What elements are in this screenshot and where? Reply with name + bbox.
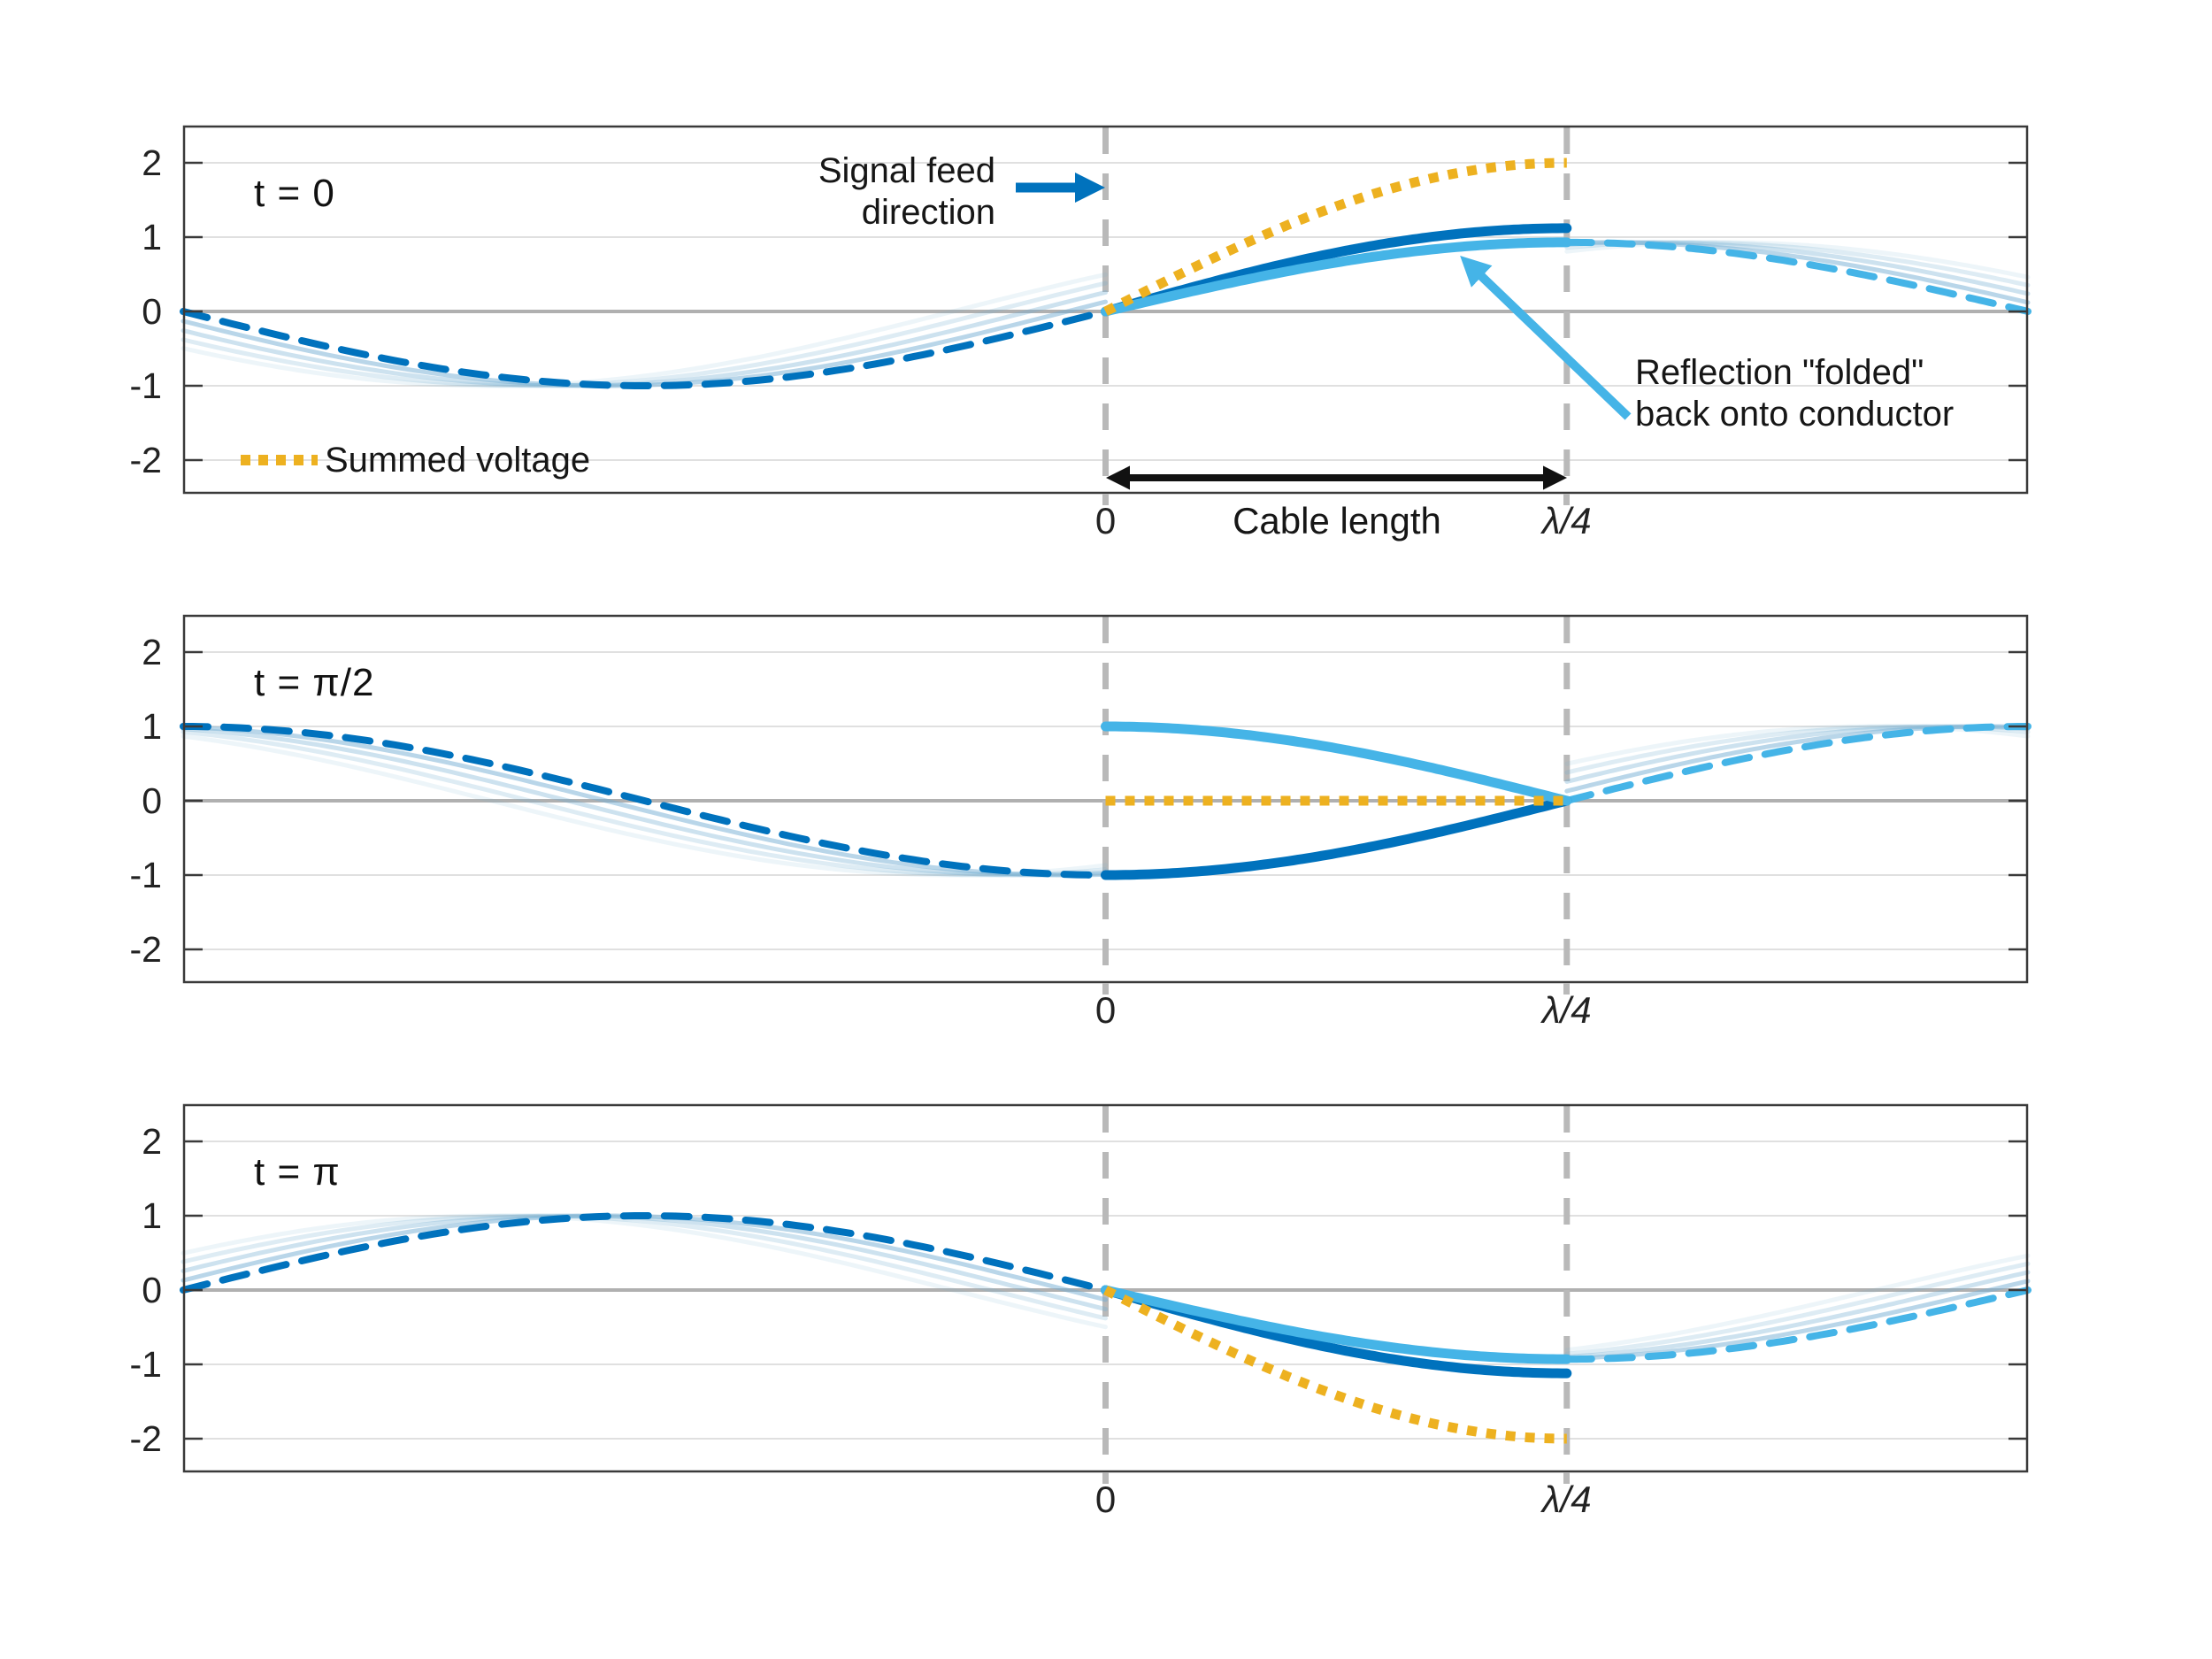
curve-incident-wave-outside-cable xyxy=(180,308,1110,389)
y-tick-label: -1 xyxy=(129,855,162,895)
plot-border xyxy=(182,614,2029,984)
y-tick-label: 2 xyxy=(142,632,162,672)
panel-title: t = 0 xyxy=(254,172,335,215)
panel-title: t = π xyxy=(254,1150,341,1194)
curve-reflected-ghost-right-4 xyxy=(1564,1253,2031,1353)
plot-area-t-pi-half xyxy=(180,614,2032,984)
curve-incident-wave-outside-cable xyxy=(180,1212,1110,1294)
y-tick-label: 0 xyxy=(142,780,162,821)
cable-length-label: Cable length xyxy=(1233,500,1441,541)
curve-reflected-ghost-right-2 xyxy=(1564,1270,2031,1359)
curve-incident-ghost-left-3 xyxy=(180,729,1108,878)
cable-boundary-tick xyxy=(1563,983,1571,995)
signal-feed-direction-label: Signal feed direction xyxy=(684,150,995,234)
panel-t-pi-half: t = π/2 2 1 0 -1 -2 0 λ/4 xyxy=(130,614,2032,1031)
y-tick-label: -2 xyxy=(129,440,162,480)
signal-feed-line2: direction xyxy=(861,193,995,232)
curve-reflected-wave-folded-in-cable xyxy=(1101,1285,1572,1364)
summed-voltage-legend-swatch xyxy=(241,455,318,465)
curve-incident-ghost-left-4 xyxy=(180,272,1108,388)
cable-boundary-tick xyxy=(1102,494,1109,505)
curve-reflected-wave-virtual-continuation xyxy=(1563,1286,2032,1363)
panel-title: t = π/2 xyxy=(254,661,375,704)
x-tick-label: 0 xyxy=(1094,1479,1117,1520)
x-tick-label: λ/4 xyxy=(1541,1479,1592,1520)
curve-reflected-ghost-right-4 xyxy=(1564,240,2031,280)
x-tick-label: 0 xyxy=(1094,500,1117,541)
curve-reflected-ghost-right-1 xyxy=(1564,1279,2031,1361)
curve-incident-ghost-left-3 xyxy=(180,280,1108,388)
curve-incident-wave-in-cable xyxy=(1101,795,1572,880)
curve-reflected-ghost-right-3 xyxy=(1564,240,2031,288)
x-tick-label: λ/4 xyxy=(1541,500,1592,541)
curve-incident-ghost-left-4 xyxy=(180,733,1108,878)
curve-reflected-wave-virtual-continuation xyxy=(1563,723,2032,804)
curve-incident-ghost-left-4 xyxy=(180,1213,1108,1330)
y-tick-label: 0 xyxy=(142,1270,162,1310)
panel-t0: t = 0 Summed voltage Signal feed directi… xyxy=(130,125,2032,541)
cable-boundary-tick xyxy=(1563,494,1571,505)
y-tick-label: -2 xyxy=(129,929,162,970)
panel-t-pi: t = π 2 1 0 -1 -2 0 λ/4 xyxy=(130,1103,2032,1520)
reflection-folded-label: Reflection "folded" back onto conductor xyxy=(1635,352,1954,435)
curve-reflected-wave-virtual-continuation xyxy=(1563,238,2032,315)
y-tick-label: 0 xyxy=(142,291,162,332)
curve-reflected-wave-folded-in-cable xyxy=(1101,721,1572,806)
reflection-line1: Reflection "folded" xyxy=(1635,353,1924,392)
y-tick-label: -1 xyxy=(129,365,162,406)
cable-boundary-tick xyxy=(1102,983,1109,995)
curve-incident-ghost-left-2 xyxy=(180,726,1108,878)
signal-feed-line1: Signal feed xyxy=(818,151,995,190)
plot-border xyxy=(182,1103,2029,1473)
curve-summed-voltage xyxy=(1102,1286,1567,1444)
curve-reflected-wave-folded-in-cable xyxy=(1101,237,1572,317)
cable-length-arrow-icon xyxy=(1105,465,1568,490)
y-tick-label: -2 xyxy=(129,1418,162,1459)
plot-border xyxy=(182,125,2029,495)
y-tick-label: 1 xyxy=(142,706,162,747)
curve-incident-ghost-left-1 xyxy=(180,725,1108,878)
curve-incident-ghost-left-3 xyxy=(180,1213,1108,1321)
y-tick-label: 1 xyxy=(142,217,162,257)
plot-area-t0 xyxy=(180,125,2032,495)
cable-boundary-tick xyxy=(1102,1472,1109,1484)
reflection-line2: back onto conductor xyxy=(1635,395,1955,434)
plot-area-t-pi xyxy=(180,1103,2032,1473)
signal-feed-arrow-icon xyxy=(1016,172,1105,204)
y-tick-label: 2 xyxy=(142,142,162,183)
curve-summed-voltage xyxy=(1103,157,1567,316)
cable-boundary-tick xyxy=(1563,1472,1571,1484)
reflection-arrow-icon xyxy=(1460,256,1632,420)
x-tick-label: λ/4 xyxy=(1541,989,1592,1031)
curve-reflected-ghost-right-2 xyxy=(1564,240,2031,296)
x-tick-label: 0 xyxy=(1094,989,1117,1031)
curve-reflected-ghost-right-3 xyxy=(1564,1261,2031,1356)
y-tick-label: -1 xyxy=(129,1344,162,1385)
summed-voltage-legend-label: Summed voltage xyxy=(325,441,591,480)
y-tick-label: 2 xyxy=(142,1121,162,1162)
curve-reflected-ghost-right-1 xyxy=(1564,240,2031,305)
y-tick-label: 1 xyxy=(142,1195,162,1236)
curve-incident-wave-outside-cable xyxy=(180,723,1110,879)
